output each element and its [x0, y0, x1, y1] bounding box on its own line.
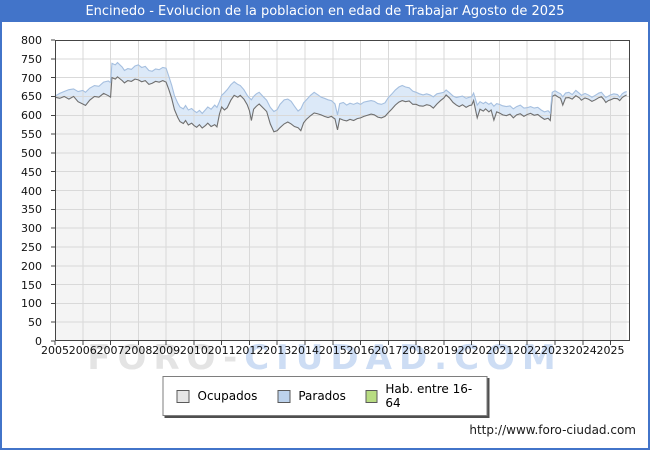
y-axis-labels: 0 50 100 150 200 250 300 350 400 450 500 550 600 650 7… [0, 34, 49, 348]
watermark-foro: FORO- [87, 338, 245, 378]
chart-title: Encinedo - Evolucion de la poblacion en … [85, 3, 565, 19]
y-tick-label: 500 [21, 146, 42, 160]
ocupados-swatch-icon [176, 389, 190, 403]
x-tick-label: 2005 [41, 344, 69, 357]
y-tick-label: 50 [28, 316, 42, 330]
x-tick-label: 2008 [124, 344, 153, 357]
upper-boundary-line [54, 61, 627, 115]
x-tick-label: 2023 [541, 344, 569, 357]
watermark-ciudad: CIUDAD.COM [244, 338, 563, 378]
title-bar: Encinedo - Evolucion de la poblacion en … [0, 0, 650, 22]
x-tick-label: 2016 [346, 344, 375, 357]
legend-item-hab16-64: Hab. entre 16-64 [365, 382, 474, 410]
y-tick-label: 450 [21, 165, 42, 179]
y-tick-label: 650 [21, 90, 42, 104]
x-tick-label: 2007 [96, 344, 125, 357]
y-tick-label: 600 [21, 109, 42, 123]
y-tick-label: 700 [21, 71, 42, 85]
legend-label-ocupados: Ocupados [197, 389, 258, 403]
plot-border [55, 40, 630, 341]
y-tick-label: 750 [21, 52, 42, 66]
ocupados-line [54, 76, 627, 133]
footer-link[interactable]: http://www.foro-ciudad.com [469, 423, 636, 437]
x-tick-label: 2020 [457, 344, 486, 357]
x-tick-label: 2019 [429, 344, 458, 357]
x-tick-label: 2017 [374, 344, 403, 357]
y-tick-label: 0 [35, 335, 42, 348]
x-tick-label: 2010 [179, 344, 208, 357]
x-tick-label: 2022 [513, 344, 542, 357]
x-tick-label: 2012 [235, 344, 264, 357]
parados-swatch-icon [277, 389, 291, 403]
y-tick-label: 400 [21, 184, 42, 198]
y-tick-label: 250 [21, 240, 42, 254]
y-tick-label: 150 [21, 278, 42, 292]
x-tick-label: 2018 [402, 344, 431, 357]
x-tick-label: 2011 [207, 344, 236, 357]
x-axis-labels: 2005 2006 2007 2008 2009 2010 2011 2012 2013 2014… [41, 344, 630, 358]
x-tick-label: 2025 [596, 344, 625, 357]
x-tick-label: 2015 [318, 344, 347, 357]
legend-label-hab16-64: Hab. entre 16-64 [385, 382, 473, 410]
x-tick-label: 2024 [568, 344, 597, 357]
y-tick-label: 100 [21, 297, 42, 311]
x-tick-label: 2006 [68, 344, 97, 357]
plot-area [51, 39, 630, 345]
x-tick-label: 2014 [291, 344, 319, 357]
hab16-64-swatch-icon [365, 389, 378, 403]
x-tick-label: 2021 [485, 344, 514, 357]
y-tick-label: 800 [21, 34, 42, 47]
legend-item-ocupados: Ocupados [176, 389, 258, 403]
legend-item-parados: Parados [277, 389, 346, 403]
x-tick-label: 2013 [263, 344, 292, 357]
y-tick-label: 200 [21, 259, 42, 273]
parados-area [55, 62, 627, 132]
watermark: FORO-CIUDAD.COM [87, 338, 563, 378]
x-tick-label: 2009 [152, 344, 181, 357]
y-tick-label: 350 [21, 203, 42, 217]
legend-label-parados: Parados [298, 389, 346, 403]
y-tick-label: 550 [21, 128, 42, 142]
legend: Ocupados Parados Hab. entre 16-64 [162, 376, 488, 416]
y-tick-label: 300 [21, 222, 42, 236]
